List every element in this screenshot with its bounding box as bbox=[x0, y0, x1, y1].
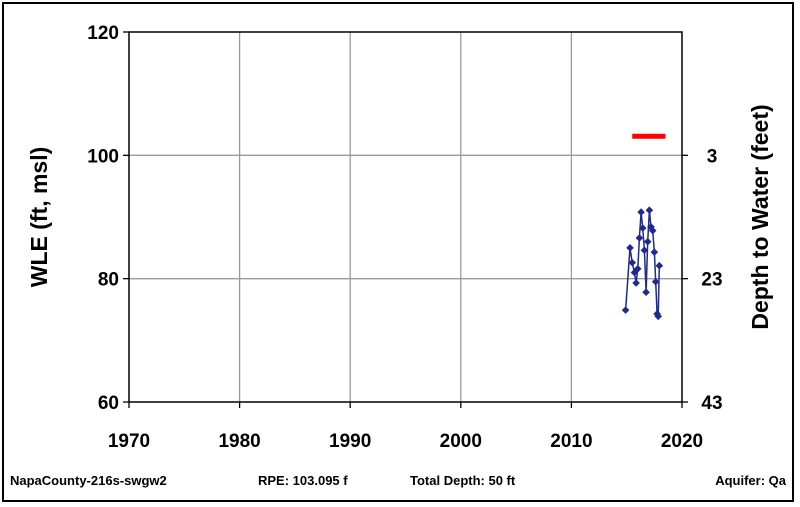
data-point-marker bbox=[630, 268, 639, 277]
y-right-tick-label: 43 bbox=[701, 393, 722, 414]
y-left-tick-label: 100 bbox=[87, 146, 119, 167]
footer-well-id: NapaCounty-216s-swgw2 bbox=[10, 473, 167, 488]
data-point-marker bbox=[621, 306, 630, 314]
data-point-marker bbox=[651, 277, 660, 286]
data-point-marker bbox=[654, 312, 663, 321]
data-point-marker bbox=[647, 223, 655, 231]
right-axis-title: Depth to Water (feet) bbox=[747, 104, 773, 329]
footer-rpe: RPE: 103.095 f bbox=[258, 473, 348, 488]
y-left-tick-label: 80 bbox=[98, 270, 119, 291]
x-tick-label: 1970 bbox=[108, 431, 150, 452]
data-point-marker bbox=[640, 246, 649, 255]
left-axis-title: WLE (ft, msl) bbox=[26, 147, 52, 288]
data-point-marker bbox=[643, 237, 652, 246]
data-point-marker bbox=[633, 265, 642, 273]
x-tick-label: 1990 bbox=[329, 431, 371, 452]
y-left-tick-label: 120 bbox=[87, 23, 119, 44]
tick-labels: 1970 1980 1990 2000 2010 2020 60 80 100 120 3 23 43 bbox=[87, 23, 722, 452]
data-point-marker bbox=[626, 244, 634, 252]
data-point-marker bbox=[628, 258, 637, 267]
x-tick-label: 1980 bbox=[218, 431, 260, 452]
data-point-marker bbox=[645, 206, 654, 215]
data-point-marker bbox=[648, 226, 657, 235]
footer-total-depth: Total Depth: 50 ft bbox=[410, 473, 516, 488]
data-point-marker bbox=[650, 248, 659, 256]
x-tick-label: 2010 bbox=[550, 431, 592, 452]
data-point-marker bbox=[638, 224, 647, 232]
data-point-marker bbox=[635, 234, 644, 242]
x-tick-label: 2020 bbox=[661, 431, 703, 452]
y-left-tick-label: 60 bbox=[98, 393, 119, 414]
chart-frame bbox=[2, 2, 794, 502]
data-point-marker bbox=[655, 261, 664, 270]
footer-aquifer: Aquifer: Qa bbox=[715, 473, 787, 488]
x-tick-label: 2000 bbox=[440, 431, 482, 452]
data-point-marker bbox=[642, 288, 650, 297]
y-right-tick-label: 3 bbox=[707, 146, 718, 167]
series-group bbox=[621, 206, 664, 321]
plot-area-border bbox=[128, 31, 683, 403]
grid-lines bbox=[129, 32, 682, 402]
y-right-tick-label: 23 bbox=[701, 270, 722, 291]
data-point-marker bbox=[637, 208, 645, 216]
data-point-marker bbox=[632, 279, 640, 287]
